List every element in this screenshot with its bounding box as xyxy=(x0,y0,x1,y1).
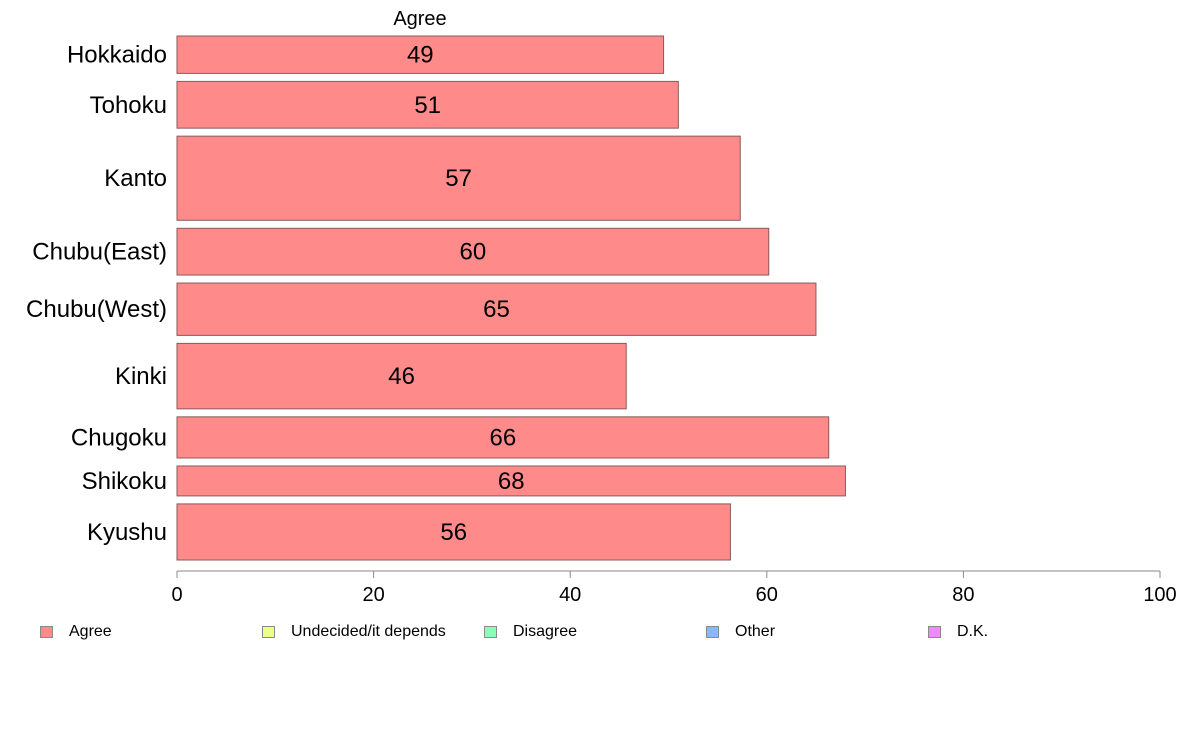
bar-kinki xyxy=(176,342,627,410)
legend-item: D.K. xyxy=(928,623,988,641)
bar-tohoku xyxy=(176,80,679,129)
legend-swatch xyxy=(40,626,53,638)
value-label: 51 xyxy=(414,92,441,119)
value-label: 68 xyxy=(498,468,525,495)
category-label: Chugoku xyxy=(71,424,167,451)
category-label: Kanto xyxy=(104,165,167,192)
category-label: Tohoku xyxy=(90,92,167,119)
value-label: 60 xyxy=(460,239,487,266)
legend-item: Other xyxy=(706,623,775,641)
value-label: 56 xyxy=(440,519,467,546)
x-tick-label: 40 xyxy=(559,584,581,606)
bar-chubu-east- xyxy=(176,227,770,276)
value-label: 66 xyxy=(490,424,517,451)
x-axis: 0 20 40 60 80 100 xyxy=(171,570,1177,606)
legend-swatch xyxy=(928,626,941,638)
legend-swatch xyxy=(484,626,497,638)
bar-chubu-west- xyxy=(176,282,817,336)
chart: Agree Hokkaido 49 Tohoku 51 Kanto 57 Chubu(Eas… xyxy=(26,8,1177,606)
category-label: Hokkaido xyxy=(67,42,167,69)
legend-swatch xyxy=(262,626,275,638)
legend: Agree Undecided/it depends Disagree Other D.… xyxy=(0,623,1188,647)
legend-item: Undecided/it depends xyxy=(262,623,446,641)
column-title: Agree xyxy=(393,8,446,30)
value-label: 65 xyxy=(483,296,510,323)
category-label: Kinki xyxy=(115,363,167,390)
category-label: Chubu(East) xyxy=(32,239,167,266)
x-tick-label: 80 xyxy=(952,584,974,606)
legend-item: Disagree xyxy=(484,623,577,641)
bars-group: Hokkaido 49 Tohoku 51 Kanto 57 Chubu(East) 60 Ch… xyxy=(26,35,846,561)
legend-label: Agree xyxy=(69,623,112,640)
x-tick-label: 0 xyxy=(171,584,182,606)
value-label: 49 xyxy=(407,42,434,69)
category-label: Chubu(West) xyxy=(26,296,167,323)
legend-label: D.K. xyxy=(957,623,989,640)
legend-swatch xyxy=(706,626,719,638)
bar-chugoku xyxy=(176,416,830,459)
x-tick-label: 100 xyxy=(1143,584,1176,606)
bar-shikoku xyxy=(176,465,846,497)
legend-label: Undecided/it depends xyxy=(291,623,446,640)
legend-label: Disagree xyxy=(513,623,578,640)
legend-label: Other xyxy=(735,623,776,640)
x-tick-label: 20 xyxy=(362,584,384,606)
bar-kyushu xyxy=(176,503,731,561)
bar-hokkaido xyxy=(176,35,665,74)
category-label: Kyushu xyxy=(87,519,167,546)
value-label: 46 xyxy=(388,363,415,390)
bar-kanto xyxy=(176,135,741,221)
x-tick-label: 60 xyxy=(756,584,778,606)
category-label: Shikoku xyxy=(82,468,167,495)
value-label: 57 xyxy=(445,165,472,192)
legend-item: Agree xyxy=(40,623,112,641)
